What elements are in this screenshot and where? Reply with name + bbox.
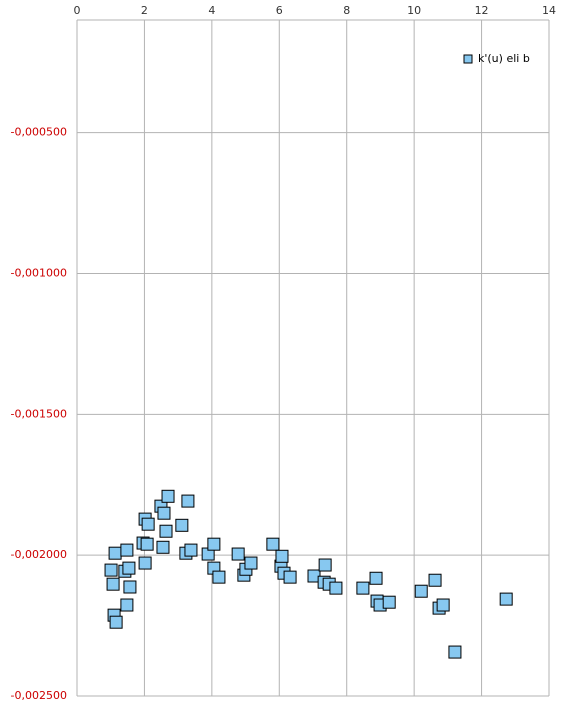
point [120,598,134,612]
point [207,537,221,551]
point [109,615,123,629]
point [428,573,442,587]
point [141,517,155,531]
point [106,577,120,591]
x-tick-label: 8 [343,4,350,17]
point [212,570,226,584]
point [122,561,136,575]
point [436,598,450,612]
point [414,584,428,598]
y-tick-label: -0,001500 [11,407,67,420]
point [231,547,245,561]
x-tick-label: 10 [407,4,421,17]
point [175,518,189,532]
point [382,595,396,609]
y-tick-label: -0,002500 [11,689,67,702]
point [448,645,462,659]
y-tick-label: -0,000500 [11,126,67,139]
point [318,558,332,572]
point [181,494,195,508]
point [156,540,170,554]
point [157,506,171,520]
point [184,543,198,557]
y-tick-label: -0,001000 [11,267,67,280]
point [499,592,513,606]
x-tick-label: 14 [542,4,556,17]
point [159,524,173,538]
point [369,571,383,585]
point [123,580,137,594]
point [161,489,175,503]
point [356,581,370,595]
y-tick-label: -0,002000 [11,548,67,561]
point [138,556,152,570]
point [244,556,258,570]
point [283,570,297,584]
point [329,581,343,595]
legend-swatch [463,54,473,64]
legend-label: k'(u) eli b [478,52,530,65]
point [104,563,118,577]
x-tick-label: 4 [208,4,215,17]
point [140,537,154,551]
x-tick-label: 2 [141,4,148,17]
point [275,549,289,563]
point [266,537,280,551]
x-tick-label: 6 [276,4,283,17]
point [120,543,134,557]
x-tick-label: 0 [74,4,81,17]
x-tick-label: 12 [475,4,489,17]
point [108,546,122,560]
